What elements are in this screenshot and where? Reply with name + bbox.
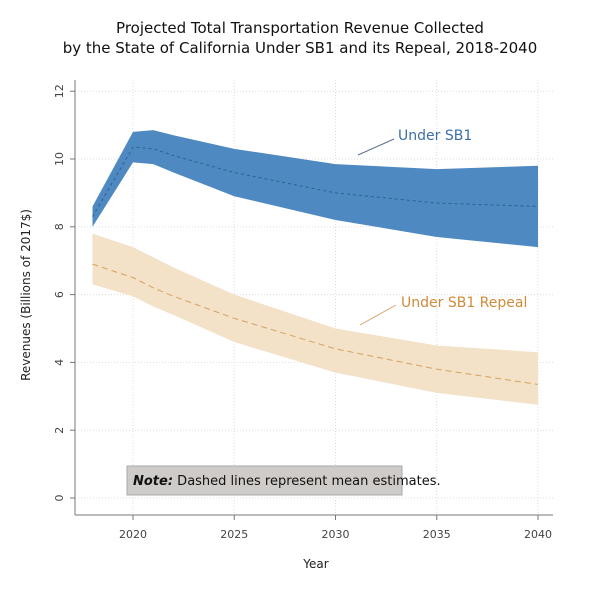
sb1-band	[92, 130, 538, 248]
y-tick-label: 2	[53, 427, 66, 434]
chart-title-line-2: by the State of California Under SB1 and…	[62, 39, 538, 57]
chart-title-line-1: Projected Total Transportation Revenue C…	[116, 19, 484, 37]
repeal-label-leader	[359, 304, 397, 326]
x-tick-label: 2040	[524, 528, 552, 541]
x-tick-label: 2035	[423, 528, 451, 541]
y-tick-label: 4	[53, 359, 66, 366]
x-tick-label: 2025	[220, 528, 248, 541]
repeal-mean-line	[92, 263, 539, 385]
y-tick-label: 8	[53, 223, 66, 230]
axes: 2020 2025 2030 2035 2040 0 2 4 6 8 10 12	[53, 80, 553, 541]
y-tick-label: 0	[53, 495, 66, 502]
y-tick-label: 6	[53, 291, 66, 298]
note-text: Note: Dashed lines represent mean estima…	[133, 474, 441, 489]
sb1-mean-line	[92, 146, 539, 217]
sb1-label: Under SB1	[398, 128, 472, 144]
y-axis-label: Revenues (Billions of 2017$)	[19, 209, 33, 381]
repeal-label: Under SB1 Repeal	[401, 295, 527, 311]
y-tick-label: 10	[53, 152, 66, 166]
sb1-label-leader	[357, 138, 395, 156]
repeal-band	[92, 233, 538, 405]
note-box	[126, 465, 403, 496]
x-axis-label: Year	[302, 557, 328, 571]
note-body: Dashed lines represent mean estimates.	[173, 474, 441, 489]
bands	[92, 130, 539, 405]
x-tick-label: 2030	[322, 528, 350, 541]
x-tick-label: 2020	[119, 528, 147, 541]
note-bold: Note:	[133, 474, 173, 489]
y-tick-label: 12	[53, 84, 66, 98]
